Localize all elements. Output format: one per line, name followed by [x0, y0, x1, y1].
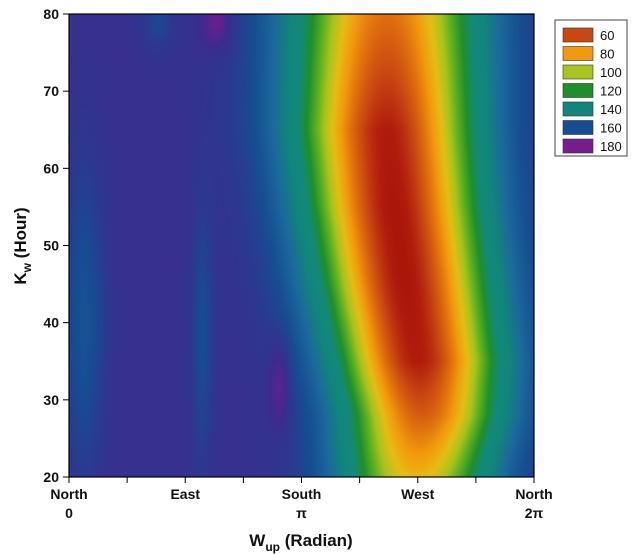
legend-swatch — [562, 138, 594, 154]
y-tick-label: 60 — [43, 160, 59, 176]
x-tick-sublabel: 0 — [65, 505, 73, 521]
y-tick-label: 20 — [43, 469, 59, 485]
contour-field — [69, 14, 534, 477]
legend-swatch — [562, 83, 594, 98]
x-axis: North 0 East South π West North 2π — [50, 477, 553, 521]
x-axis-title: Wup (Radian) — [249, 531, 352, 554]
y-tick-label: 70 — [43, 83, 59, 99]
x-tick-sublabel: π — [296, 505, 307, 521]
legend-swatch — [562, 64, 594, 80]
legend-label: 80 — [600, 47, 614, 62]
legend-label: 120 — [600, 84, 622, 99]
legend-swatch — [562, 27, 594, 43]
y-axis: 20 30 40 50 60 70 80 — [43, 6, 69, 485]
legend-label: 60 — [600, 28, 614, 43]
legend-label: 180 — [600, 139, 622, 154]
x-tick-sublabel: 2π — [525, 505, 544, 521]
legend-swatch — [562, 120, 594, 135]
x-tick-label: North — [50, 486, 87, 502]
legend-swatch — [562, 101, 594, 117]
legend: 60 80 100 120 140 160 180 — [554, 19, 628, 157]
legend-label: 140 — [600, 102, 622, 117]
legend-label: 160 — [600, 121, 622, 136]
y-tick-label: 30 — [43, 392, 59, 408]
legend-label: 100 — [600, 65, 622, 80]
y-tick-label: 50 — [43, 238, 59, 254]
y-axis-title: Kw (Hour) — [11, 207, 34, 284]
y-tick-label: 40 — [43, 315, 59, 331]
x-tick-label: North — [515, 486, 552, 502]
legend-swatch — [562, 46, 594, 61]
x-tick-label: East — [170, 486, 200, 502]
x-tick-label: South — [282, 486, 322, 502]
x-tick-label: West — [401, 486, 435, 502]
y-tick-label: 80 — [43, 6, 59, 22]
